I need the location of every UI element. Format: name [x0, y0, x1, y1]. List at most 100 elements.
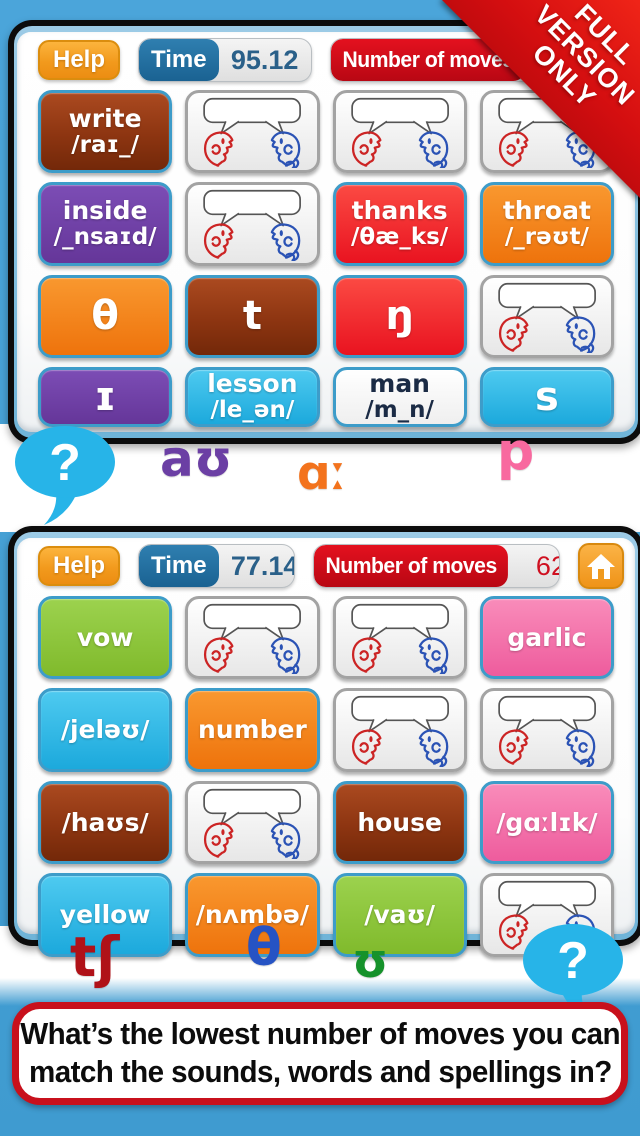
- card-text: ɪ: [94, 373, 117, 420]
- card-ɪ[interactable]: ɪ: [38, 367, 173, 427]
- speakers-illustration: [203, 190, 302, 261]
- speakers-illustration: [203, 788, 302, 860]
- speaker-card[interactable]: [332, 688, 467, 772]
- card-grid-bottom: vow: [38, 596, 614, 957]
- home-icon: [587, 554, 615, 579]
- card-text: /nʌmbə/: [195, 899, 309, 929]
- card-jeləʊ[interactable]: /jeləʊ/: [38, 688, 173, 772]
- card-t[interactable]: t: [185, 274, 320, 359]
- card-s[interactable]: s: [479, 367, 614, 427]
- card-subtext: /_rəʊt/: [504, 224, 589, 251]
- speaker-card[interactable]: [479, 688, 614, 772]
- speaker-card[interactable]: [332, 90, 467, 174]
- card-garlic[interactable]: garlic: [479, 596, 614, 680]
- card-house[interactable]: house: [332, 780, 467, 865]
- time-label: Time: [139, 39, 219, 81]
- card-inside[interactable]: inside/_nsaɪd/: [38, 182, 173, 266]
- card-subtext: /θæ_ks/: [351, 224, 449, 251]
- card-nʌmbə[interactable]: /nʌmbə/: [185, 873, 320, 957]
- card-text: yellow: [59, 899, 151, 929]
- card-text: /haʊs/: [61, 807, 149, 837]
- card-grid-top: write/raɪ_/: [38, 90, 614, 427]
- game-board-bottom: Help Time 77.14 Number of moves 62 vow: [8, 526, 640, 957]
- card-yellow[interactable]: yellow: [38, 873, 173, 957]
- moves-label: Number of moves: [313, 545, 508, 587]
- card-text: /gɑːlɪk/: [496, 807, 598, 837]
- speaker-card[interactable]: [185, 596, 320, 680]
- help-button[interactable]: Help: [38, 40, 121, 80]
- card-write[interactable]: write/raɪ_/: [38, 90, 173, 174]
- card-gɑːlɪk[interactable]: /gɑːlɪk/: [479, 780, 614, 865]
- moves-display: Number of moves 62: [312, 544, 560, 588]
- card-lesson[interactable]: lesson/le_ən/: [185, 367, 320, 427]
- card-text: /vaʊ/: [364, 899, 435, 929]
- question-mark: ?: [49, 434, 81, 492]
- card-throat[interactable]: throat/_rəʊt/: [479, 182, 614, 266]
- card-subtext: /raɪ_/: [71, 131, 139, 158]
- challenge-line-1: What’s the lowest number of moves you ca…: [20, 1017, 620, 1052]
- card-haʊs[interactable]: /haʊs/: [38, 780, 173, 865]
- time-display: Time 77.14: [138, 544, 295, 588]
- question-mark: ?: [557, 932, 589, 990]
- card-text: vow: [76, 622, 134, 652]
- card-text: house: [357, 807, 442, 837]
- speaker-card[interactable]: [185, 780, 320, 865]
- card-subtext: /le_ən/: [210, 397, 295, 424]
- speakers-illustration: [350, 696, 449, 767]
- moves-value: 62: [535, 550, 559, 581]
- card-text: s: [534, 373, 559, 420]
- help-button[interactable]: Help: [38, 546, 121, 586]
- speakers-illustration: [498, 696, 596, 767]
- board-frame: Help Time 77.14 Number of moves 62 vow: [14, 532, 638, 957]
- phoneme-tile-theta[interactable]: θ: [246, 918, 282, 978]
- card-θ[interactable]: θ: [38, 274, 173, 359]
- card-text: ŋ: [385, 293, 414, 340]
- speakers-illustration: [498, 881, 596, 952]
- hint-bubble-left[interactable]: ?: [8, 424, 126, 529]
- speaker-card[interactable]: [332, 596, 467, 680]
- card-vaʊ[interactable]: /vaʊ/: [332, 873, 467, 957]
- card-text: lesson: [207, 369, 298, 399]
- speakers-illustration: [350, 97, 449, 169]
- speakers-illustration: [203, 603, 302, 675]
- phoneme-tile-au[interactable]: aʊ: [160, 430, 233, 488]
- card-subtext: /m_n/: [365, 397, 434, 424]
- time-value: 77.14: [230, 550, 295, 581]
- card-subtext: /_nsaɪd/: [53, 224, 157, 251]
- card-vow[interactable]: vow: [38, 596, 173, 680]
- card-text: number: [197, 715, 307, 745]
- speakers-illustration: [350, 603, 449, 675]
- board-bottom-header: Help Time 77.14 Number of moves 62: [38, 543, 624, 589]
- phoneme-tile-tsh[interactable]: tʃ: [70, 925, 120, 989]
- game-board-top: Help Time 95.12 Number of moves write/ra…: [8, 20, 640, 444]
- challenge-text-box: What’s the lowest number of moves you ca…: [12, 1002, 628, 1105]
- card-text: /jeləʊ/: [60, 715, 150, 745]
- phoneme-tile-uh[interactable]: ʊ: [352, 934, 389, 989]
- time-value: 95.12: [230, 44, 299, 75]
- challenge-line-2: match the sounds, words and spellings in…: [28, 1054, 612, 1089]
- card-text: thanks: [351, 196, 448, 226]
- speaker-card[interactable]: [185, 90, 320, 174]
- card-man[interactable]: man/m_n/: [332, 367, 467, 427]
- card-thanks[interactable]: thanks/θæ_ks/: [332, 182, 467, 266]
- time-label: Time: [139, 545, 219, 587]
- card-text: garlic: [507, 622, 587, 652]
- speaker-card[interactable]: [479, 274, 614, 359]
- card-text: θ: [91, 293, 119, 340]
- card-text: inside: [62, 196, 148, 226]
- phoneme-tile-long-a[interactable]: ɑː: [297, 446, 347, 501]
- speakers-illustration: [203, 97, 302, 169]
- card-ŋ[interactable]: ŋ: [332, 274, 467, 359]
- card-number[interactable]: number: [185, 688, 320, 772]
- phoneme-tile-p[interactable]: p: [497, 422, 535, 482]
- card-text: write: [68, 103, 142, 133]
- home-button[interactable]: [578, 543, 624, 589]
- card-text: man: [369, 369, 430, 399]
- speaker-card[interactable]: [185, 182, 320, 266]
- card-text: throat: [502, 196, 591, 226]
- card-text: t: [242, 293, 262, 340]
- board-frame: Help Time 95.12 Number of moves write/ra…: [14, 26, 638, 438]
- speakers-illustration: [498, 282, 596, 354]
- time-display: Time 95.12: [138, 38, 312, 82]
